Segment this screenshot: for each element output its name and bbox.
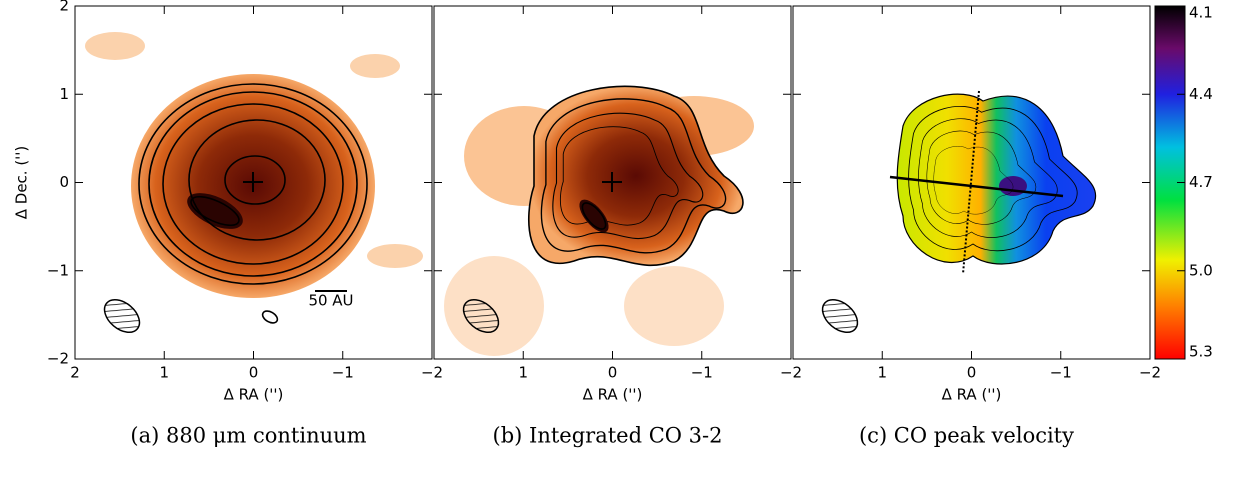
- x-tick-label: −2: [1139, 364, 1161, 382]
- colorbar-tick-label: 5.0: [1189, 261, 1213, 279]
- x-tick-label: −2: [421, 364, 443, 382]
- x-tick-label: 0: [608, 364, 618, 382]
- y-tick-label: −1: [47, 261, 69, 279]
- caption: (a) 880 μm continuum: [130, 424, 366, 448]
- x-tick-label: −1: [1050, 364, 1072, 382]
- panel-a-image: [85, 32, 423, 334]
- x-axis-label: Δ RA (''): [224, 386, 284, 404]
- x-tick-label: −2: [780, 364, 802, 382]
- x-tick-label: 0: [967, 364, 977, 382]
- y-tick-label: 2: [59, 0, 69, 15]
- caption: (c) CO peak velocity: [859, 424, 1074, 448]
- x-tick-label: 2: [70, 364, 80, 382]
- y-tick-label: 1: [59, 85, 69, 103]
- panel-b-image: [444, 85, 754, 356]
- colorbar-tick-label: 4.7: [1189, 173, 1213, 191]
- y-axis-label: Δ Dec. (''): [13, 146, 31, 220]
- x-tick-label: 1: [518, 364, 528, 382]
- panel-c-image: [821, 90, 1097, 334]
- x-tick-label: 1: [159, 364, 169, 382]
- colorbar-tick-label: 4.1: [1189, 4, 1213, 22]
- scale-bar-label: 50 AU: [308, 292, 353, 310]
- x-axis-label: Δ RA (''): [583, 386, 643, 404]
- colorbar-tick-label: 5.3: [1189, 343, 1213, 361]
- x-tick-label: −1: [691, 364, 713, 382]
- x-axis-label: Δ RA (''): [942, 386, 1002, 404]
- x-tick-label: −1: [332, 364, 354, 382]
- y-tick-label: −2: [47, 350, 69, 368]
- y-tick-label: 0: [59, 173, 69, 191]
- colorbar-tick-label: 4.4: [1189, 85, 1213, 103]
- caption: (b) Integrated CO 3-2: [493, 424, 723, 448]
- x-tick-label: 1: [877, 364, 887, 382]
- x-tick-label: 0: [249, 364, 259, 382]
